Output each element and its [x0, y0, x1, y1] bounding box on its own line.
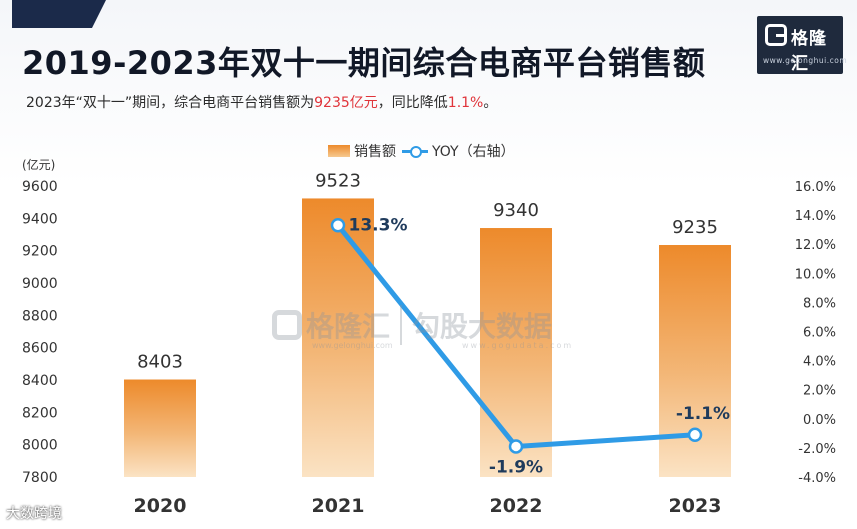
watermark-g-icon: [272, 310, 302, 340]
legend-line-swatch: [402, 145, 428, 158]
bar-2020: [124, 379, 196, 477]
legend-bar-swatch: [328, 145, 350, 157]
logo-url: www.gelonghui.com: [763, 56, 848, 65]
bar-value-label: 8403: [137, 352, 183, 373]
y-right-tick-label: 6.0%: [803, 326, 836, 341]
y-left-tick-label: 8000: [22, 438, 58, 454]
legend-bar-label: 销售额: [354, 144, 396, 160]
bar-2021: [302, 198, 374, 477]
logo-name: 格隆汇: [791, 29, 827, 74]
watermark-brand2-url: www.gogudata.com: [462, 341, 574, 350]
corner-decoration: [12, 0, 106, 28]
yoy-value-label: -1.9%: [489, 457, 543, 477]
bar-2022: [480, 228, 552, 477]
bar-value-label: 9523: [315, 170, 361, 191]
x-tick-label: 2020: [134, 495, 187, 517]
y-right-tick-label: -2.0%: [798, 442, 836, 457]
subtitle-middle: ，同比降低: [377, 95, 448, 111]
y-right-tick-label: 10.0%: [795, 267, 836, 282]
y-right-tick-label: 16.0%: [795, 180, 836, 195]
y-left-tick-label: 9200: [22, 244, 58, 260]
watermark: 格隆汇 勾股大数据 www.gelonghui.com www.gogudata.…: [272, 305, 571, 350]
y-left-tick-label: 8400: [22, 373, 58, 389]
y-right-tick-label: 4.0%: [803, 355, 836, 370]
chart-subtitle: 2023年“双十一”期间，综合电商平台销售额为9235亿元，同比降低1.1%。: [26, 92, 497, 112]
chart-legend: 销售额 YOY（右轴）: [328, 141, 521, 161]
y-right-tick-label: 12.0%: [795, 238, 836, 253]
x-tick-label: 2023: [669, 495, 722, 517]
watermark-divider: [400, 305, 403, 345]
y-left-tick-label: 7800: [22, 470, 58, 486]
y-axis-unit: (亿元): [22, 158, 56, 172]
footer-watermark: 大数跨境: [6, 506, 62, 522]
yoy-point: [330, 218, 346, 233]
gelonghui-logo: 格隆汇 www.gelonghui.com: [757, 16, 847, 74]
legend-line-label: YOY（右轴）: [432, 144, 515, 160]
y-right-tick-label: 8.0%: [803, 296, 836, 311]
yoy-value-label: 13.3%: [349, 215, 408, 235]
logo-g-icon: [765, 24, 787, 46]
x-tick-label: 2022: [490, 495, 543, 517]
yoy-point: [687, 427, 703, 443]
bar-value-label: 9235: [672, 217, 718, 238]
watermark-brand1-url: www.gelonghui.com: [312, 341, 393, 350]
subtitle-prefix: 2023年“双十一”期间，综合电商平台销售额为: [26, 95, 315, 111]
bar-2023: [659, 245, 731, 477]
subtitle-suffix: 。: [483, 95, 498, 111]
bar-value-label: 9340: [493, 200, 539, 221]
y-left-tick-label: 9000: [22, 276, 58, 292]
y-left-tick-label: 8200: [22, 405, 58, 421]
y-left-tick-label: 8600: [22, 341, 58, 357]
y-right-tick-label: 2.0%: [803, 384, 836, 399]
yoy-point: [508, 439, 524, 454]
chart-title: 2019-2023年双十一期间综合电商平台销售额: [22, 44, 706, 82]
watermark-brand2: 勾股大数据: [412, 310, 553, 343]
watermark-brand1: 格隆汇: [306, 310, 391, 343]
yoy-value-label: -1.1%: [676, 404, 730, 424]
y-left-tick-label: 8800: [22, 308, 58, 324]
y-right-tick-label: 0.0%: [803, 413, 836, 428]
x-tick-label: 2021: [312, 495, 365, 517]
subtitle-sales-value: 9235亿元: [314, 95, 378, 111]
y-left-tick-label: 9600: [22, 179, 58, 195]
y-right-tick-label: 14.0%: [795, 209, 836, 224]
y-right-tick-label: -4.0%: [798, 471, 836, 486]
y-left-tick-label: 9400: [22, 211, 58, 227]
subtitle-yoy-value: 1.1%: [447, 95, 484, 111]
